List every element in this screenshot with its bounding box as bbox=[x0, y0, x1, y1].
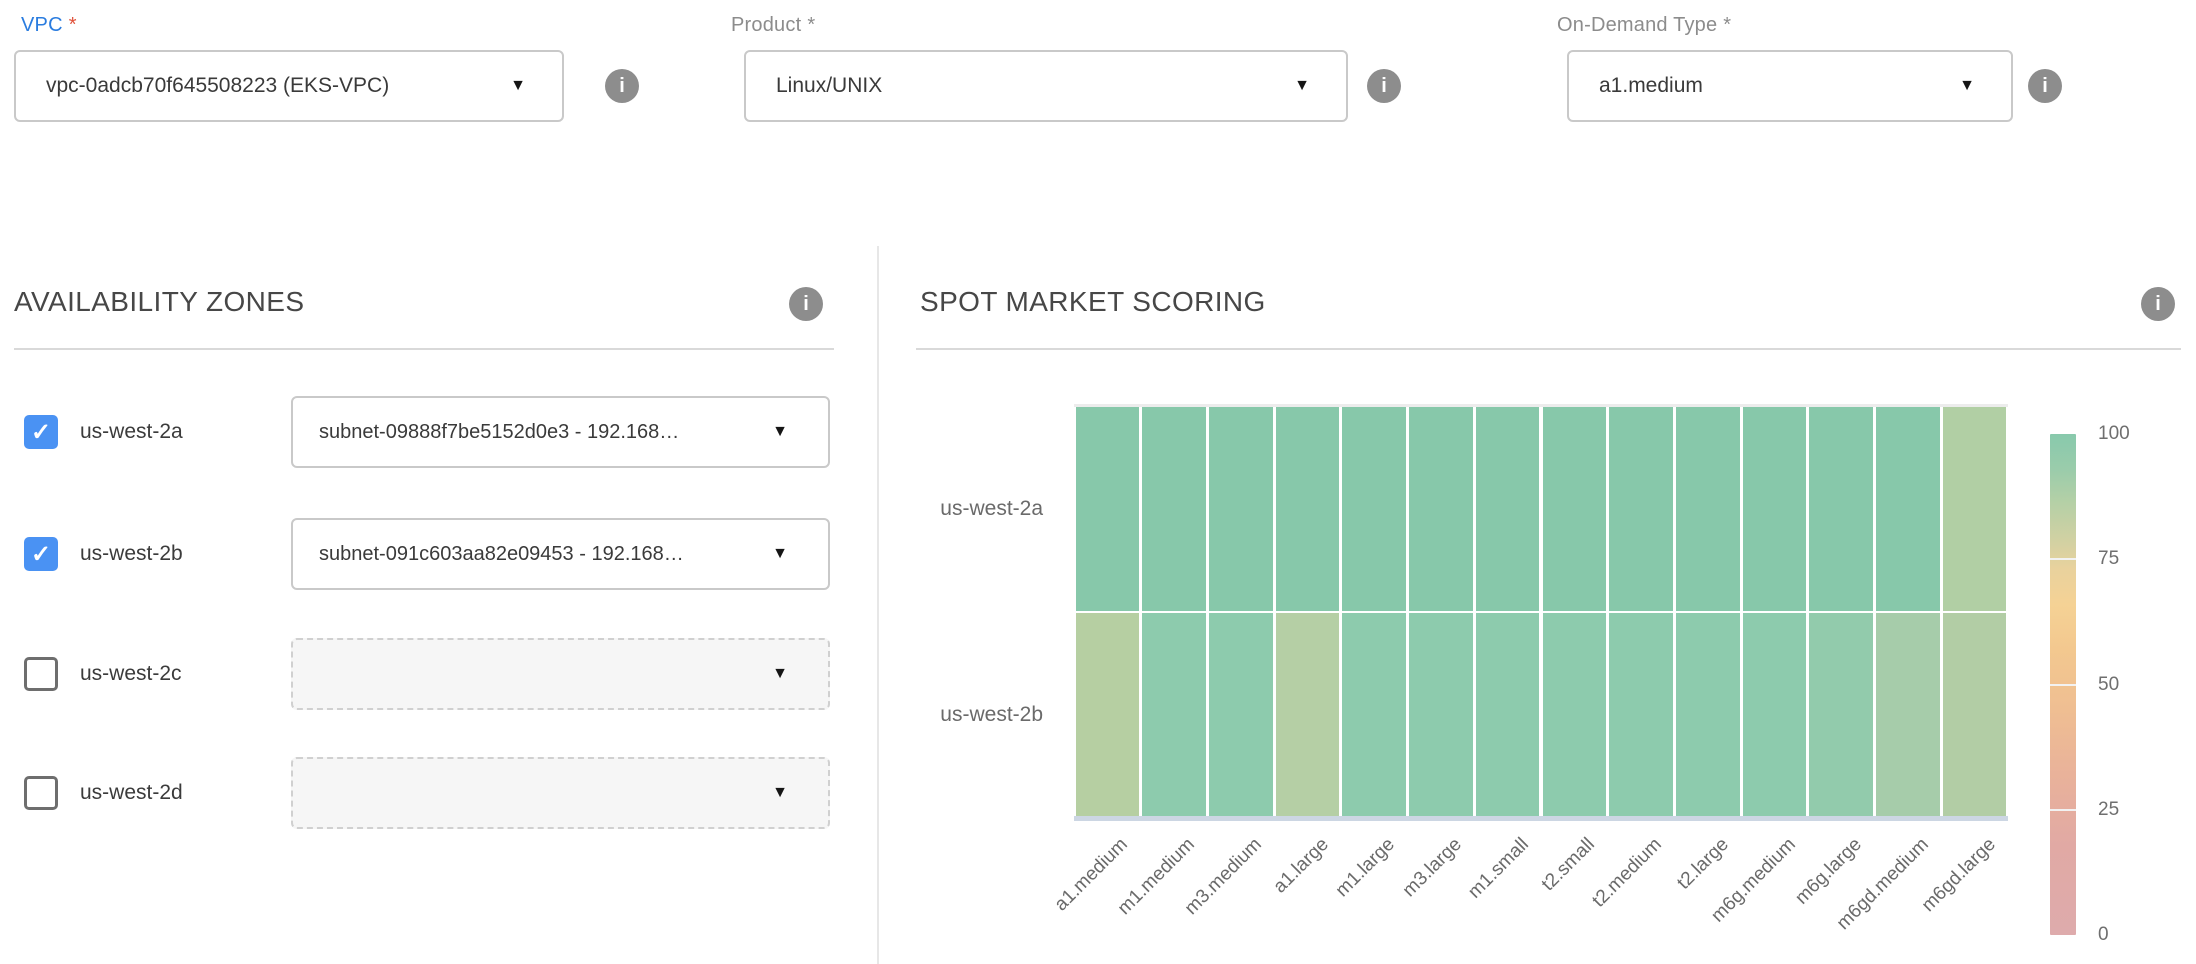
availability-zones-title: AVAILABILITY ZONES bbox=[14, 286, 305, 317]
product-label: Product * bbox=[731, 14, 815, 37]
on-demand-type-select-value: a1.medium bbox=[1599, 74, 1703, 97]
subnet-select-us-west-2a[interactable]: subnet-09888f7be5152d0e3 - 192.168… ▼ bbox=[291, 396, 830, 468]
vpc-select-value: vpc-0adcb70f645508223 (EKS-VPC) bbox=[46, 74, 390, 97]
checkbox-us-west-2b[interactable]: ✓ bbox=[24, 537, 58, 571]
caret-down-icon: ▼ bbox=[772, 784, 788, 801]
colorbar-tick-label-25: 25 bbox=[2098, 798, 2120, 820]
colorbar-tick-label-100: 100 bbox=[2098, 423, 2130, 444]
heatmap-cell-us-west-2b-m1.small bbox=[1475, 613, 1540, 816]
on-demand-type-info-icon[interactable]: i bbox=[2028, 69, 2062, 103]
heatmap-xlabel-t2.large: t2.large bbox=[1672, 834, 1733, 894]
heatmap-cell-us-west-2b-m3.medium bbox=[1208, 613, 1273, 816]
heatmap-cell-us-west-2a-m6g.medium bbox=[1742, 407, 1807, 611]
subnet-select-us-west-2d[interactable]: ▼ bbox=[291, 757, 830, 829]
colorbar-tick-label-50: 50 bbox=[2098, 673, 2120, 695]
heatmap-xlabel-t2.small: t2.small bbox=[1538, 834, 1600, 896]
heatmap-cell-us-west-2b-a1.medium bbox=[1075, 613, 1140, 816]
checkmark-icon: ✓ bbox=[30, 540, 52, 568]
spot-market-scoring-title: SPOT MARKET SCORING bbox=[920, 286, 1266, 317]
heatmap-cell-us-west-2b-m3.large bbox=[1409, 613, 1473, 816]
on-demand-type-label: On-Demand Type * bbox=[1557, 14, 1731, 37]
on-demand-type-select[interactable]: a1.medium ▼ bbox=[1567, 50, 2013, 122]
availability-zones-divider bbox=[14, 348, 834, 350]
caret-down-icon: ▼ bbox=[772, 423, 788, 440]
checkbox-us-west-2a[interactable]: ✓ bbox=[24, 415, 58, 449]
product-select-value: Linux/UNIX bbox=[776, 74, 883, 97]
vpc-select[interactable]: vpc-0adcb70f645508223 (EKS-VPC) ▼ bbox=[14, 50, 564, 122]
heatmap-cell-us-west-2a-m1.medium bbox=[1142, 407, 1206, 611]
caret-down-icon: ▼ bbox=[1294, 77, 1310, 94]
heatmap-xlabel-m1.small: m1.small bbox=[1463, 834, 1533, 903]
heatmap-xlabel-m1.large: m1.large bbox=[1331, 834, 1400, 902]
heatmap-cell-us-west-2b-m1.medium bbox=[1142, 613, 1206, 816]
colorbar-tick-label-0: 0 bbox=[2098, 924, 2109, 945]
heatmap-cell-us-west-2a-m1.large bbox=[1342, 407, 1407, 611]
heatmap-ylabel-us-west-2b: us-west-2b bbox=[940, 702, 1043, 726]
heatmap-xlabel-m3.large: m3.large bbox=[1398, 834, 1466, 902]
checkmark-icon: ✓ bbox=[30, 418, 52, 446]
zone-label-us-west-2c: us-west-2c bbox=[80, 662, 182, 685]
zone-label-us-west-2a: us-west-2a bbox=[80, 420, 183, 443]
heatmap-cell-us-west-2a-t2.medium bbox=[1609, 407, 1673, 611]
heatmap-cell-us-west-2a-a1.large bbox=[1275, 407, 1340, 611]
spot-market-scoring-divider bbox=[916, 348, 2181, 350]
heatmap-cell-us-west-2a-m6g.large bbox=[1809, 407, 1874, 611]
heatmap-top-border bbox=[1074, 404, 2008, 407]
vpc-info-icon[interactable]: i bbox=[605, 69, 639, 103]
zone-label-us-west-2b: us-west-2b bbox=[80, 542, 183, 565]
colorbar-tick-line bbox=[2050, 808, 2076, 811]
heatmap-ylabel-us-west-2a: us-west-2a bbox=[940, 497, 1043, 520]
caret-down-icon: ▼ bbox=[510, 77, 526, 94]
product-label-text: Product bbox=[731, 14, 802, 36]
on-demand-type-required-mark: * bbox=[1723, 14, 1732, 36]
section-vertical-divider bbox=[877, 246, 879, 964]
subnet-select-value: subnet-09888f7be5152d0e3 - 192.168… bbox=[319, 420, 680, 443]
on-demand-type-label-text: On-Demand Type bbox=[1557, 14, 1718, 36]
heatmap-cell-us-west-2b-m1.large bbox=[1342, 613, 1407, 816]
heatmap-cell-us-west-2b-t2.small bbox=[1542, 613, 1607, 816]
checkbox-us-west-2c[interactable] bbox=[24, 657, 58, 691]
subnet-select-value: subnet-091c603aa82e09453 - 192.168… bbox=[319, 542, 684, 565]
vpc-label-text: VPC bbox=[21, 14, 63, 36]
heatmap-cell-us-west-2b-t2.medium bbox=[1609, 613, 1673, 816]
spot-market-scoring-info-icon[interactable]: i bbox=[2141, 287, 2175, 321]
vpc-required-mark: * bbox=[68, 14, 77, 36]
heatmap-cell-us-west-2b-m6gd.medium bbox=[1876, 613, 1940, 816]
heatmap-xlabel-a1.large: a1.large bbox=[1268, 834, 1333, 898]
colorbar-tick-line bbox=[2050, 683, 2076, 686]
caret-down-icon: ▼ bbox=[772, 665, 788, 682]
caret-down-icon: ▼ bbox=[772, 545, 788, 562]
product-info-icon[interactable]: i bbox=[1367, 69, 1401, 103]
availability-zones-info-icon[interactable]: i bbox=[789, 287, 823, 321]
colorbar-tick-line bbox=[2050, 558, 2076, 561]
heatmap-bottom-border bbox=[1074, 816, 2008, 821]
subnet-select-us-west-2c[interactable]: ▼ bbox=[291, 638, 830, 710]
heatmap-cell-us-west-2b-m6gd.large bbox=[1942, 613, 2007, 816]
heatmap-cell-us-west-2a-m3.large bbox=[1409, 407, 1473, 611]
heatmap-cell-us-west-2a-m1.small bbox=[1475, 407, 1540, 611]
heatmap-cell-us-west-2a-a1.medium bbox=[1075, 407, 1140, 611]
heatmap-xlabel-t2.medium: t2.medium bbox=[1588, 834, 1666, 912]
caret-down-icon: ▼ bbox=[1959, 77, 1975, 94]
heatmap-cell-us-west-2b-a1.large bbox=[1275, 613, 1340, 816]
subnet-select-us-west-2b[interactable]: subnet-091c603aa82e09453 - 192.168… ▼ bbox=[291, 518, 830, 590]
vpc-label: VPC * bbox=[21, 14, 77, 37]
product-select[interactable]: Linux/UNIX ▼ bbox=[744, 50, 1348, 122]
heatmap-cell-us-west-2a-m6gd.medium bbox=[1876, 407, 1940, 611]
product-required-mark: * bbox=[807, 14, 816, 36]
colorbar-tick-label-75: 75 bbox=[2098, 548, 2120, 570]
zone-label-us-west-2d: us-west-2d bbox=[80, 781, 183, 804]
heatmap-cell-us-west-2a-t2.large bbox=[1675, 407, 1740, 611]
heatmap-cell-us-west-2a-t2.small bbox=[1542, 407, 1607, 611]
heatmap-cell-us-west-2a-m3.medium bbox=[1208, 407, 1273, 611]
heatmap-cell-us-west-2b-t2.large bbox=[1675, 613, 1740, 816]
heatmap-cell-us-west-2b-m6g.medium bbox=[1742, 613, 1807, 816]
checkbox-us-west-2d[interactable] bbox=[24, 776, 58, 810]
heatmap-cell-us-west-2b-m6g.large bbox=[1809, 613, 1874, 816]
heatmap-cell-us-west-2a-m6gd.large bbox=[1942, 407, 2007, 611]
